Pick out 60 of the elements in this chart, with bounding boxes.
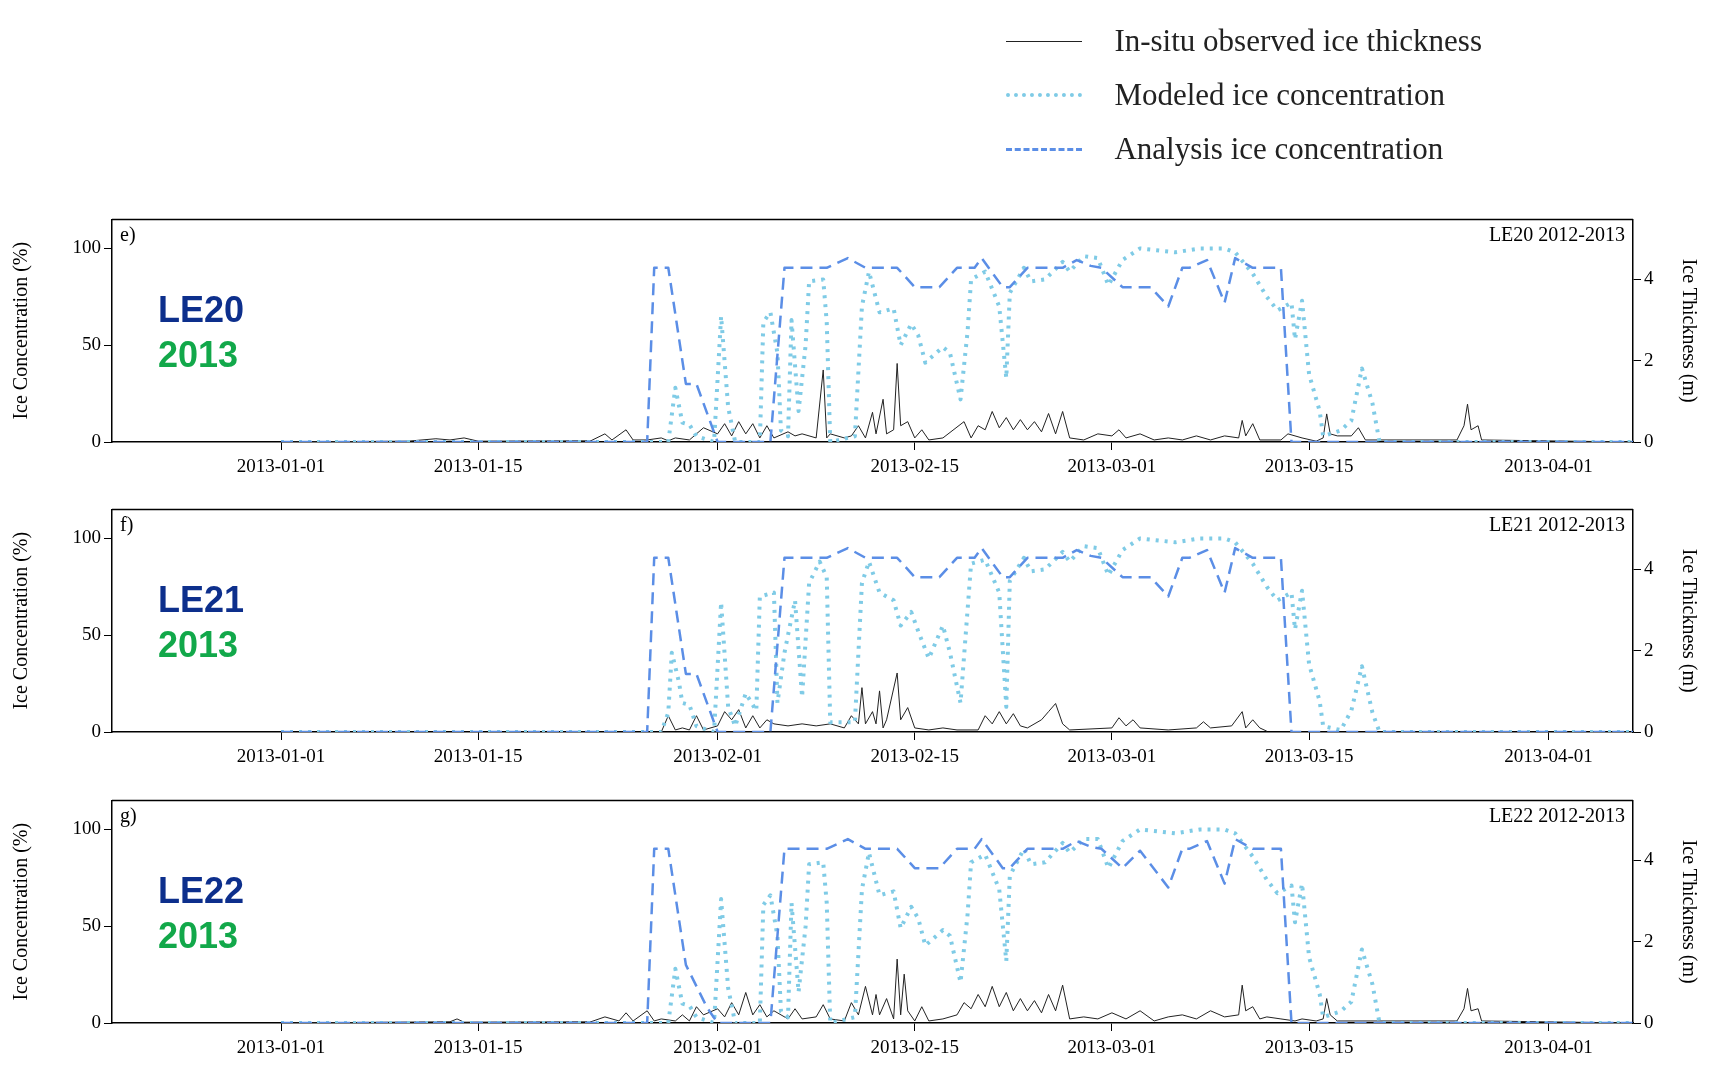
x-tick-label: 2013-01-15 <box>433 1036 523 1058</box>
y-tick-label: 100 <box>72 236 101 258</box>
y-tick-label: 0 <box>91 429 101 451</box>
annotation: LE21 2012-2013 <box>1488 513 1625 536</box>
legend-label: Analysis ice concentration <box>1114 131 1444 167</box>
annotation: LE22 <box>158 870 245 912</box>
x-tick-label: 2013-03-15 <box>1264 745 1354 767</box>
x-tick-label: 2013-03-15 <box>1264 455 1354 477</box>
x-tick-label: 2013-03-01 <box>1067 455 1157 477</box>
legend-label: In-situ observed ice thickness <box>1114 23 1482 59</box>
x-tick-label: 2013-03-01 <box>1067 745 1157 767</box>
y2-axis-title: Ice Thickness (m) <box>1677 548 1701 693</box>
x-tick-label: 2013-02-01 <box>673 455 762 477</box>
y-tick-label: 50 <box>82 333 101 355</box>
y2-tick-label: 4 <box>1644 557 1654 579</box>
y-axis-title: Ice Concentration (%) <box>9 531 33 710</box>
x-tick-label: 2013-02-15 <box>870 745 960 767</box>
y-axis-title: Ice Concentration (%) <box>9 822 33 1001</box>
y-tick-label: 0 <box>91 719 101 741</box>
y-tick-label: 0 <box>91 1010 101 1032</box>
x-tick-label: 2013-02-01 <box>673 745 762 767</box>
annotation: 2013 <box>158 624 239 666</box>
annotation: e) <box>120 223 136 247</box>
x-tick-label: 2013-01-15 <box>433 455 523 477</box>
y2-tick-label: 4 <box>1644 267 1654 289</box>
x-tick-label: 2013-02-01 <box>673 1036 762 1058</box>
x-tick-label: 2013-01-01 <box>236 745 326 767</box>
y-tick-label: 100 <box>72 526 101 548</box>
y2-tick-label: 2 <box>1644 638 1654 660</box>
y2-tick-label: 4 <box>1644 848 1654 870</box>
y2-tick-label: 2 <box>1644 348 1654 370</box>
x-tick-label: 2013-02-15 <box>870 1036 960 1058</box>
annotation: 2013 <box>158 915 239 957</box>
y2-tick-label: 0 <box>1644 1010 1654 1032</box>
x-tick-label: 2013-03-01 <box>1067 1036 1157 1058</box>
x-tick-label: 2013-04-01 <box>1504 745 1593 767</box>
y-tick-label: 50 <box>82 914 101 936</box>
x-tick-label: 2013-04-01 <box>1504 455 1593 477</box>
y-tick-label: 50 <box>82 623 101 645</box>
y2-axis-title: Ice Thickness (m) <box>1677 258 1701 403</box>
annotation: LE22 2012-2013 <box>1488 804 1625 827</box>
annotation: LE20 2012-2013 <box>1488 223 1625 246</box>
x-tick-label: 2013-01-01 <box>236 455 326 477</box>
x-tick-label: 2013-01-01 <box>236 1036 326 1058</box>
y2-tick-label: 2 <box>1644 929 1654 951</box>
y-tick-label: 100 <box>72 817 101 839</box>
x-tick-label: 2013-01-15 <box>433 745 523 767</box>
x-tick-label: 2013-04-01 <box>1504 1036 1593 1058</box>
y2-tick-label: 0 <box>1644 719 1654 741</box>
annotation: 2013 <box>158 334 239 376</box>
annotation: g) <box>120 804 137 828</box>
annotation: f) <box>120 513 134 537</box>
x-tick-label: 2013-02-15 <box>870 455 960 477</box>
y-axis-title: Ice Concentration (%) <box>9 241 33 420</box>
y2-axis-title: Ice Thickness (m) <box>1677 839 1701 984</box>
y2-tick-label: 0 <box>1644 429 1654 451</box>
annotation: LE20 <box>158 289 245 331</box>
annotation: LE21 <box>158 579 245 621</box>
x-tick-label: 2013-03-15 <box>1264 1036 1354 1058</box>
legend-label: Modeled ice concentration <box>1114 77 1445 113</box>
